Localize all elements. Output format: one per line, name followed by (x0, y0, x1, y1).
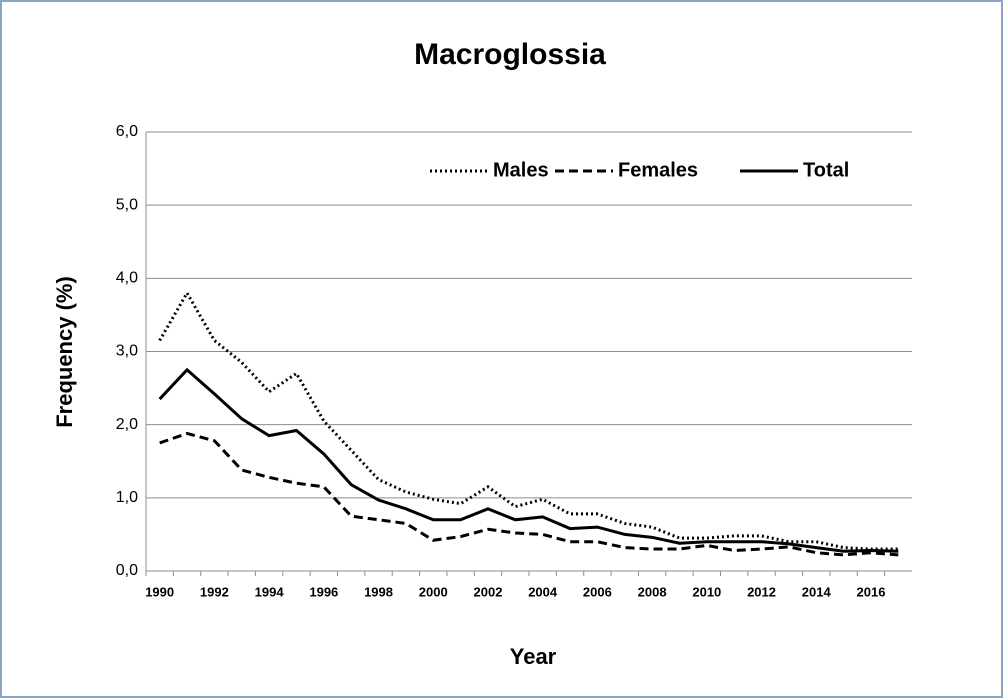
x-tick-label: 2010 (692, 584, 721, 599)
series-line (158, 289, 899, 551)
y-tick-label: 5,0 (116, 196, 138, 213)
x-tick-label: 1996 (309, 584, 338, 599)
y-tick-label: 6,0 (116, 123, 138, 140)
x-tick-label: 2016 (857, 584, 886, 599)
chart-title: Macroglossia (414, 38, 606, 71)
x-tick-label: 2008 (638, 584, 667, 599)
legend-label: Females (618, 159, 698, 181)
series-line (158, 367, 899, 553)
x-tick-label: 1994 (255, 584, 285, 599)
y-tick-label: 2,0 (116, 416, 138, 433)
legend-label: Total (803, 159, 849, 181)
y-tick-label: 4,0 (116, 270, 138, 287)
x-tick-label: 1992 (200, 584, 229, 599)
x-tick-label: 2004 (528, 584, 558, 599)
x-tick-label: 1990 (145, 584, 174, 599)
x-axis-label: Year (510, 644, 557, 669)
y-tick-label: 1,0 (116, 489, 138, 506)
x-tick-label: 2006 (583, 584, 612, 599)
x-tick-label: 2000 (419, 584, 448, 599)
y-axis-label: Frequency (%) (52, 276, 77, 428)
x-tick-label: 1998 (364, 584, 393, 599)
y-tick-label: 0,0 (116, 562, 138, 579)
x-tick-label: 2002 (474, 584, 503, 599)
x-tick-label: 2012 (747, 584, 776, 599)
x-tick-label: 2014 (802, 584, 832, 599)
legend-label: Males (493, 159, 549, 181)
y-tick-label: 3,0 (116, 343, 138, 360)
